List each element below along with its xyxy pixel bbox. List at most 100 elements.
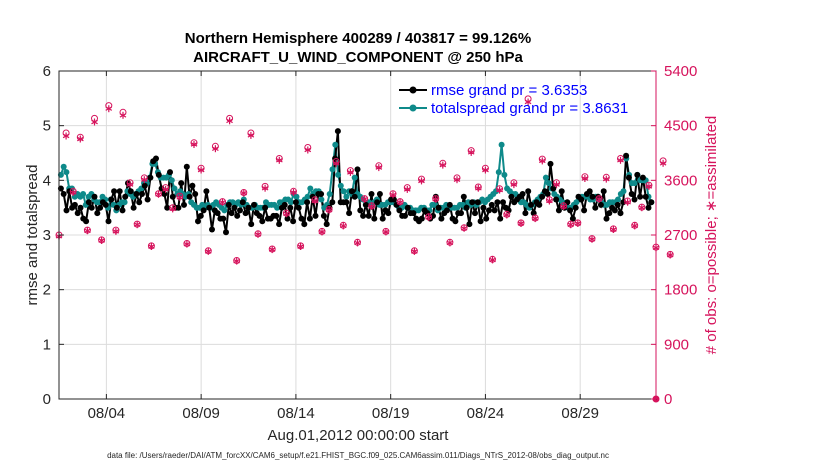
x-tick-label: 08/04 (88, 405, 126, 422)
obs-assimilated-marker (382, 228, 390, 236)
data-point-rmse (466, 221, 473, 228)
obs-assimilated-marker (204, 247, 212, 255)
data-point-rmse (189, 182, 196, 189)
data-point-rmse (290, 218, 297, 225)
x-tick-label: 08/24 (467, 405, 505, 422)
data-point-rmse (200, 207, 207, 214)
obs-layer (55, 95, 674, 403)
obs-assimilated-marker (574, 220, 582, 227)
data-point-rmse (130, 204, 137, 211)
data-point-rmse (569, 215, 576, 222)
data-point-rmse (564, 199, 571, 206)
data-point-rmse (539, 193, 546, 200)
obs-assimilated-marker (482, 166, 489, 174)
data-point-rmse (242, 210, 249, 217)
data-point-rmse (544, 191, 551, 197)
data-point-rmse (197, 212, 204, 219)
obs-assimilated-marker (659, 159, 667, 167)
y-axis-label: rmse and totalspread (24, 165, 41, 306)
data-point-totalspread (501, 171, 508, 178)
data-point-rmse (354, 166, 361, 173)
chart-title: Northern Hemisphere 400289 / 403817 = 99… (185, 30, 531, 47)
data-point-rmse (281, 201, 288, 208)
data-point-rmse (371, 215, 378, 222)
data-point-rmse (376, 191, 383, 197)
data-point-rmse (113, 204, 120, 211)
series-line-rmse (60, 130, 653, 233)
data-point-rmse (536, 201, 543, 208)
right-tick-label: 900 (664, 336, 689, 353)
series-layer (59, 130, 653, 233)
data-point-rmse (141, 182, 148, 189)
y-axis-ticks: 0 1 2 3 4 5 6 (43, 63, 64, 408)
data-point-rmse (105, 218, 112, 225)
data-point-rmse (102, 201, 109, 208)
data-point-rmse (175, 204, 182, 211)
data-point-rmse (127, 188, 134, 195)
obs-assimilated-marker (432, 195, 439, 203)
data-point-rmse (63, 207, 70, 214)
obs-assimilated-marker (105, 105, 113, 113)
data-point-totalspread (335, 171, 342, 178)
data-point-rmse (522, 210, 529, 217)
data-point-totalspread (329, 166, 336, 173)
data-point-rmse (648, 199, 655, 206)
data-point-rmse (304, 199, 311, 206)
data-point-totalspread (337, 182, 344, 189)
right-tick-label: 3600 (664, 172, 697, 189)
data-point-rmse (606, 210, 613, 217)
data-point-rmse (435, 204, 442, 211)
obs-assimilated-marker (439, 161, 447, 169)
obs-assimilated-marker (268, 246, 276, 254)
obs-assimilated-marker (368, 203, 376, 210)
data-point-rmse (220, 215, 227, 222)
obs-assimilated-marker (610, 226, 617, 233)
obs-assimilated-marker (581, 175, 589, 182)
data-point-rmse (614, 201, 621, 208)
data-point-rmse (379, 215, 386, 222)
obs-assimilated-marker (169, 205, 177, 213)
data-point-rmse (295, 204, 302, 211)
data-point-totalspread (631, 180, 638, 187)
obs-assimilated-marker (489, 256, 496, 264)
obs-assimilated-marker (276, 156, 283, 164)
right-tick-label: 4500 (664, 118, 697, 135)
obs-assimilated-marker (553, 181, 560, 189)
obs-assimilated-marker (446, 239, 454, 247)
data-point-rmse (167, 169, 173, 176)
obs-assimilated-marker (77, 135, 84, 143)
data-point-rmse (306, 215, 313, 222)
obs-assimilated-marker (91, 118, 98, 126)
legend-label-rmse: rmse grand pr = 3.6353 (431, 82, 587, 99)
obs-assimilated-marker (233, 257, 240, 265)
obs-assimilated-marker (524, 98, 532, 106)
data-point-rmse (628, 191, 635, 197)
data-point-rmse (491, 207, 498, 214)
data-point-rmse (276, 221, 283, 228)
obs-assimilated-marker (190, 141, 198, 148)
data-point-totalspread (293, 193, 300, 200)
data-point-rmse (245, 204, 252, 211)
data-point-rmse (452, 218, 459, 225)
obs-assimilated-marker (411, 247, 418, 255)
obs-assimilated-marker (638, 204, 646, 212)
data-point-totalspread (343, 193, 350, 200)
data-point-rmse (592, 204, 599, 211)
obs-assimilated-marker (602, 175, 610, 183)
data-point-rmse (463, 204, 470, 211)
obs-assimilated-marker (69, 189, 77, 196)
data-point-rmse (374, 199, 381, 206)
data-point-rmse (74, 210, 81, 217)
obs-assimilated-marker (624, 198, 631, 206)
data-point-rmse (555, 207, 562, 214)
obs-assimilated-marker (666, 251, 674, 259)
data-point-rmse (603, 215, 610, 222)
right-tick-label: 0 (664, 391, 672, 408)
data-point-rmse (262, 204, 269, 211)
data-point-rmse (446, 201, 453, 208)
data-point-rmse (139, 191, 145, 197)
right-tick-label: 5400 (664, 63, 697, 80)
data-point-rmse (410, 210, 417, 217)
obs-assimilated-marker (62, 132, 70, 140)
data-point-rmse (203, 188, 210, 195)
